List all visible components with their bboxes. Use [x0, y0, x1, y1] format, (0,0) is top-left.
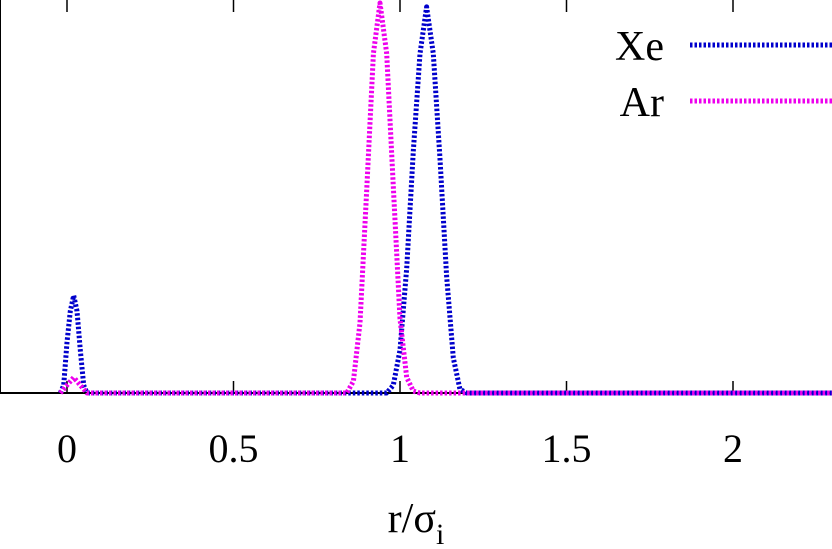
- x-axis-label-main: r/σ: [388, 496, 436, 542]
- x-tick-labels: 0 0.5 1 1.5 2: [57, 426, 743, 471]
- x-tick-label-2: 1: [390, 426, 410, 471]
- x-axis-label: r/σi: [388, 496, 445, 549]
- legend-label-ar: Ar: [620, 80, 664, 126]
- x-tick-label-0: 0: [57, 426, 77, 471]
- x-tick-label-1: 0.5: [209, 426, 259, 471]
- x-tick-label-3: 1.5: [542, 426, 592, 471]
- x-axis-label-subscript: i: [436, 518, 444, 549]
- series-layer: [58, 0, 832, 396]
- legend: Xe Ar: [615, 24, 832, 126]
- legend-label-xe: Xe: [615, 24, 664, 70]
- plot-frame: [0, 0, 832, 394]
- x-tick-label-4: 2: [723, 426, 743, 471]
- series-line-ar: [58, 0, 832, 396]
- series-line-xe: [58, 4, 832, 396]
